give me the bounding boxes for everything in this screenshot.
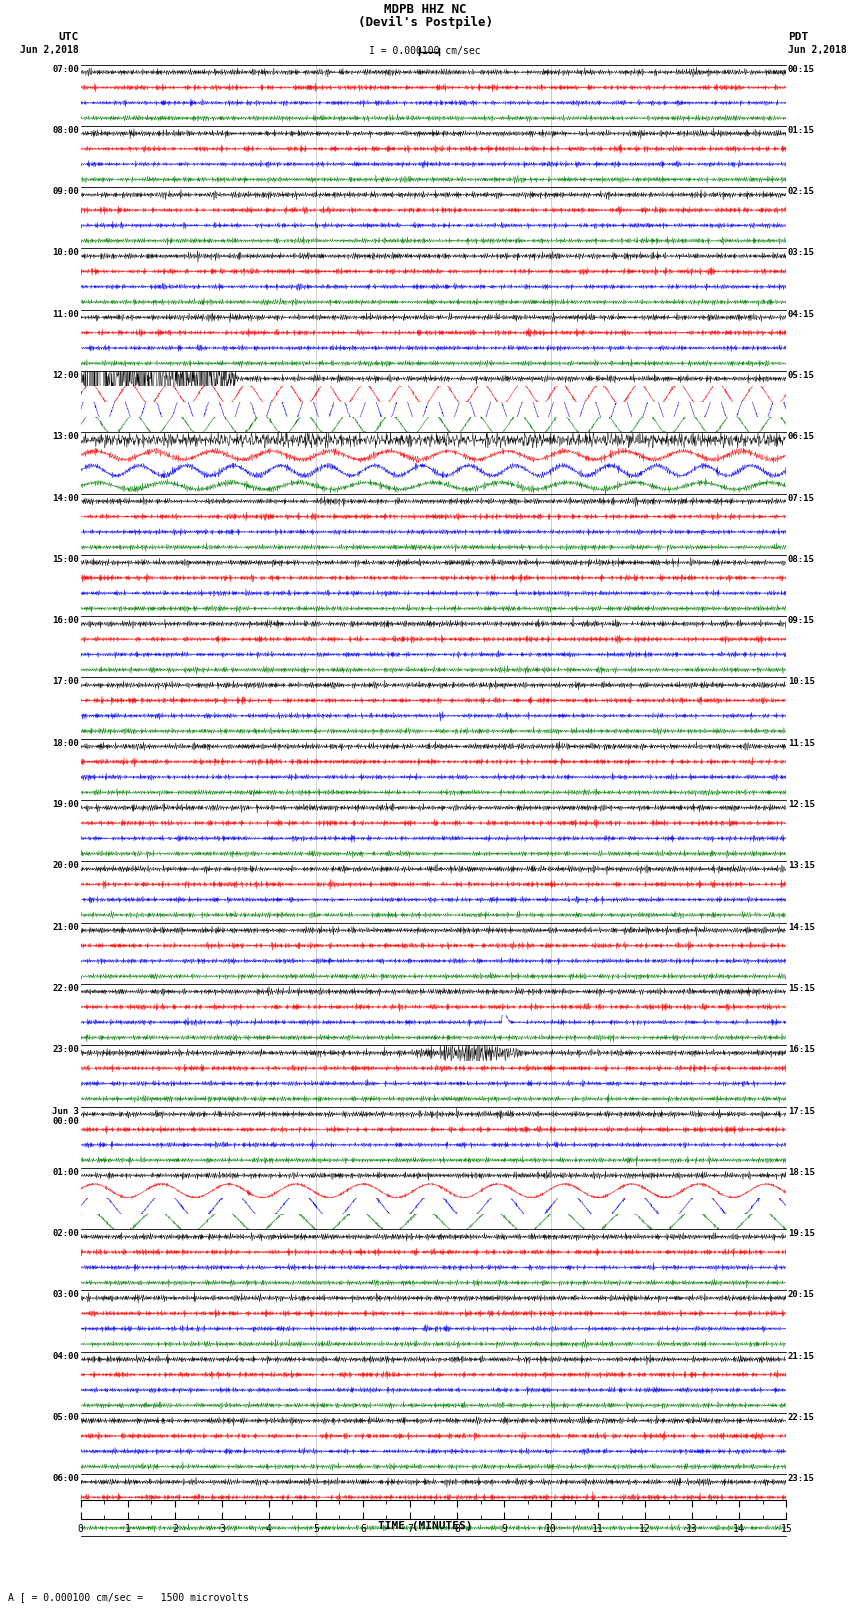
Text: 11:15: 11:15 [788, 739, 815, 748]
Text: UTC: UTC [59, 32, 79, 42]
Text: Jun 2,2018: Jun 2,2018 [20, 45, 79, 55]
Text: 15:00: 15:00 [52, 555, 79, 565]
Text: 03:00: 03:00 [52, 1290, 79, 1300]
Text: 22:00: 22:00 [52, 984, 79, 994]
Text: 16:15: 16:15 [788, 1045, 815, 1055]
Text: 10:15: 10:15 [788, 677, 815, 687]
Text: 21:15: 21:15 [788, 1352, 815, 1361]
Text: 23:00: 23:00 [52, 1045, 79, 1055]
Text: 01:00: 01:00 [52, 1168, 79, 1177]
Text: 12:00: 12:00 [52, 371, 79, 381]
Text: 05:15: 05:15 [788, 371, 815, 381]
Text: 08:00: 08:00 [52, 126, 79, 135]
Text: 18:15: 18:15 [788, 1168, 815, 1177]
Text: Jun 3
00:00: Jun 3 00:00 [52, 1107, 79, 1126]
Text: (Devil's Postpile): (Devil's Postpile) [358, 16, 492, 29]
Text: 03:15: 03:15 [788, 248, 815, 258]
Text: MDPB HHZ NC: MDPB HHZ NC [383, 3, 467, 16]
Text: 06:00: 06:00 [52, 1474, 79, 1484]
Text: 09:00: 09:00 [52, 187, 79, 197]
Text: 06:15: 06:15 [788, 432, 815, 442]
Text: 18:00: 18:00 [52, 739, 79, 748]
Text: A [ = 0.000100 cm/sec =   1500 microvolts: A [ = 0.000100 cm/sec = 1500 microvolts [8, 1592, 249, 1602]
Text: 13:15: 13:15 [788, 861, 815, 871]
Text: 10:00: 10:00 [52, 248, 79, 258]
Text: 00:15: 00:15 [788, 65, 815, 74]
Text: 04:00: 04:00 [52, 1352, 79, 1361]
Text: 14:00: 14:00 [52, 494, 79, 503]
Text: 22:15: 22:15 [788, 1413, 815, 1423]
Text: 07:15: 07:15 [788, 494, 815, 503]
Text: 02:00: 02:00 [52, 1229, 79, 1239]
Text: 14:15: 14:15 [788, 923, 815, 932]
Text: 04:15: 04:15 [788, 310, 815, 319]
Text: TIME (MINUTES): TIME (MINUTES) [377, 1521, 473, 1531]
Text: I = 0.000100 cm/sec: I = 0.000100 cm/sec [369, 47, 481, 56]
Text: 15:15: 15:15 [788, 984, 815, 994]
Text: 07:00: 07:00 [52, 65, 79, 74]
Text: 19:00: 19:00 [52, 800, 79, 810]
Text: 13:00: 13:00 [52, 432, 79, 442]
Text: 16:00: 16:00 [52, 616, 79, 626]
Text: Jun 2,2018: Jun 2,2018 [788, 45, 847, 55]
Text: 02:15: 02:15 [788, 187, 815, 197]
Text: 17:15: 17:15 [788, 1107, 815, 1116]
Text: 09:15: 09:15 [788, 616, 815, 626]
Text: 01:15: 01:15 [788, 126, 815, 135]
Text: PDT: PDT [788, 32, 808, 42]
Text: 23:15: 23:15 [788, 1474, 815, 1484]
Text: 20:15: 20:15 [788, 1290, 815, 1300]
Text: 05:00: 05:00 [52, 1413, 79, 1423]
Text: 08:15: 08:15 [788, 555, 815, 565]
Text: 11:00: 11:00 [52, 310, 79, 319]
Text: 17:00: 17:00 [52, 677, 79, 687]
Text: 19:15: 19:15 [788, 1229, 815, 1239]
Text: 20:00: 20:00 [52, 861, 79, 871]
Text: 12:15: 12:15 [788, 800, 815, 810]
Text: 21:00: 21:00 [52, 923, 79, 932]
